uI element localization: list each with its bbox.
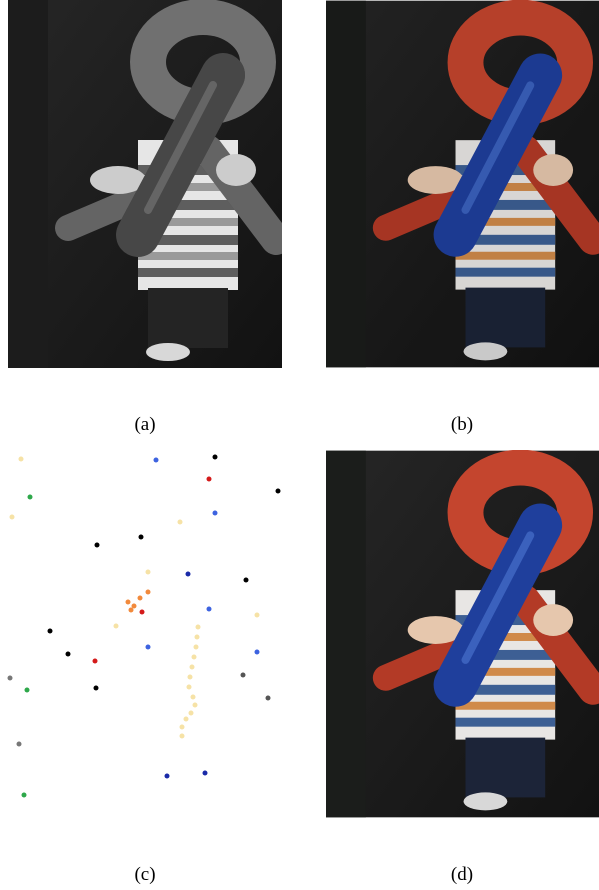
color-scribbles	[8, 455, 281, 798]
panel-label: (b)	[451, 414, 473, 435]
panel-label: (c)	[134, 864, 155, 885]
photo-colorized	[326, 1, 599, 368]
panel-label: (d)	[451, 864, 473, 885]
photo-result	[326, 451, 599, 818]
figure: (a) (b) (c) (d)	[0, 0, 599, 890]
panel-label: (a)	[134, 414, 155, 435]
photo-gray	[8, 0, 282, 368]
